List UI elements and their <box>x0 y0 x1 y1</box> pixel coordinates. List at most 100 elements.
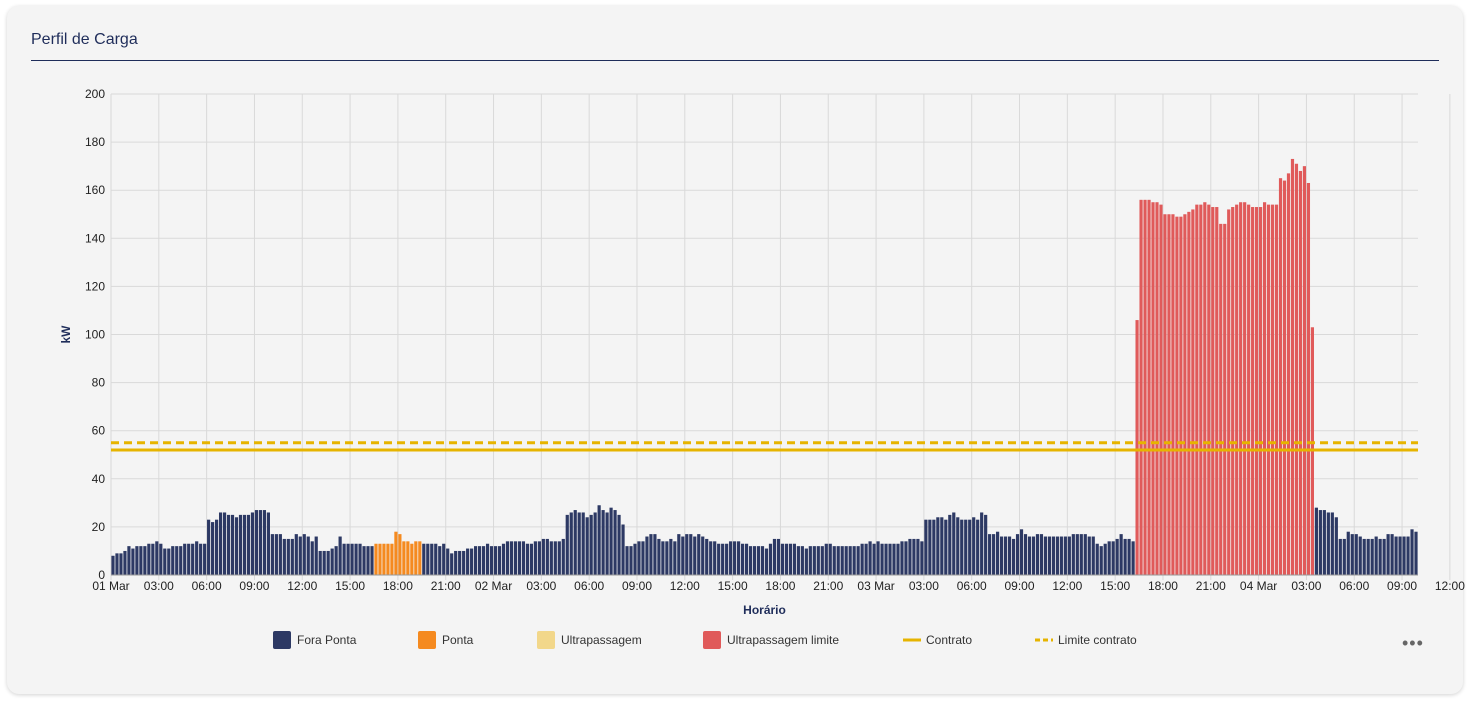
more-options-icon[interactable]: ••• <box>1402 633 1424 653</box>
bar-fora-ponta[interactable] <box>242 514 247 576</box>
bar-fora-ponta[interactable] <box>1111 541 1115 575</box>
bar-fora-ponta[interactable] <box>884 543 888 575</box>
bar-fora-ponta[interactable] <box>1051 536 1055 575</box>
bar-fora-ponta[interactable] <box>940 517 944 575</box>
bar-fora-ponta[interactable] <box>290 538 294 575</box>
bar-fora-ponta[interactable] <box>848 546 852 575</box>
bar-fora-ponta[interactable] <box>306 536 310 575</box>
bar-fora-ponta[interactable] <box>948 514 952 576</box>
bar-fora-ponta[interactable] <box>1059 536 1063 575</box>
bar-ultrapassagem-limite[interactable] <box>1243 202 1247 575</box>
bar-ponta[interactable] <box>378 543 382 575</box>
bar-fora-ponta[interactable] <box>1394 536 1398 575</box>
bar-fora-ponta[interactable] <box>1398 536 1402 575</box>
bar-fora-ponta[interactable] <box>1015 534 1020 575</box>
bar-ponta[interactable] <box>410 543 414 575</box>
bar-fora-ponta[interactable] <box>605 512 609 575</box>
bar-fora-ponta[interactable] <box>764 548 769 575</box>
bar-fora-ponta[interactable] <box>645 536 649 575</box>
bar-fora-ponta[interactable] <box>203 543 207 575</box>
bar-fora-ponta[interactable] <box>466 548 470 575</box>
bar-fora-ponta[interactable] <box>1123 538 1127 575</box>
bar-fora-ponta[interactable] <box>111 555 115 575</box>
bar-fora-ponta[interactable] <box>772 538 777 575</box>
bar-fora-ponta[interactable] <box>218 512 223 575</box>
bar-fora-ponta[interactable] <box>230 514 235 576</box>
bar-fora-ponta[interactable] <box>254 510 259 575</box>
bar-fora-ponta[interactable] <box>450 553 454 575</box>
bar-fora-ponta[interactable] <box>1047 536 1052 575</box>
bar-fora-ponta[interactable] <box>888 543 892 575</box>
bar-fora-ponta[interactable] <box>633 543 637 575</box>
bar-fora-ponta[interactable] <box>748 546 753 575</box>
bar-fora-ponta[interactable] <box>936 517 940 575</box>
bar-fora-ponta[interactable] <box>1079 534 1083 575</box>
bar-fora-ponta[interactable] <box>912 538 916 575</box>
bar-fora-ponta[interactable] <box>533 541 537 575</box>
bar-ultrapassagem-limite[interactable] <box>1191 209 1195 575</box>
bar-fora-ponta[interactable] <box>932 519 936 575</box>
bar-fora-ponta[interactable] <box>824 543 828 575</box>
bar-fora-ponta[interactable] <box>964 519 968 575</box>
bar-fora-ponta[interactable] <box>621 524 625 576</box>
bar-fora-ponta[interactable] <box>1043 536 1048 575</box>
bar-ultrapassagem-limite[interactable] <box>1278 178 1283 575</box>
bar-fora-ponta[interactable] <box>784 543 789 575</box>
bar-fora-ponta[interactable] <box>119 553 123 575</box>
bar-fora-ponta[interactable] <box>685 534 689 575</box>
bar-ultrapassagem-limite[interactable] <box>1135 320 1139 575</box>
bar-fora-ponta[interactable] <box>625 546 629 575</box>
bar-fora-ponta[interactable] <box>661 541 665 575</box>
bar-ultrapassagem-limite[interactable] <box>1147 199 1151 575</box>
bar-fora-ponta[interactable] <box>689 534 693 575</box>
bar-ultrapassagem-limite[interactable] <box>1306 182 1311 576</box>
bar-fora-ponta[interactable] <box>115 553 119 575</box>
bar-fora-ponta[interactable] <box>840 546 844 575</box>
bar-ultrapassagem-limite[interactable] <box>1266 204 1271 575</box>
bar-fora-ponta[interactable] <box>362 546 366 575</box>
bar-fora-ponta[interactable] <box>549 541 553 575</box>
bar-ultrapassagem-limite[interactable] <box>1274 204 1279 575</box>
bar-ultrapassagem-limite[interactable] <box>1223 223 1227 575</box>
bar-fora-ponta[interactable] <box>729 541 733 575</box>
bar-fora-ponta[interactable] <box>996 531 1000 575</box>
bar-fora-ponta[interactable] <box>234 517 239 575</box>
bar-fora-ponta[interactable] <box>1350 534 1354 575</box>
bar-fora-ponta[interactable] <box>1023 534 1028 575</box>
bar-ponta[interactable] <box>398 534 402 575</box>
bar-ultrapassagem-limite[interactable] <box>1179 216 1183 575</box>
bar-fora-ponta[interactable] <box>1330 512 1334 575</box>
bar-fora-ponta[interactable] <box>458 550 462 575</box>
bar-fora-ponta[interactable] <box>976 519 980 575</box>
bar-fora-ponta[interactable] <box>481 546 486 575</box>
bar-ultrapassagem-limite[interactable] <box>1175 216 1179 575</box>
bar-fora-ponta[interactable] <box>318 550 322 575</box>
bar-fora-ponta[interactable] <box>302 534 306 575</box>
bar-fora-ponta[interactable] <box>593 512 597 575</box>
bar-fora-ponta[interactable] <box>462 550 466 575</box>
bar-fora-ponta[interactable] <box>207 519 211 575</box>
bar-fora-ponta[interactable] <box>980 512 984 575</box>
bar-ultrapassagem-limite[interactable] <box>1163 214 1167 575</box>
bar-fora-ponta[interactable] <box>1414 531 1418 575</box>
bar-fora-ponta[interactable] <box>521 541 526 575</box>
bar-ultrapassagem-limite[interactable] <box>1302 166 1307 575</box>
bar-fora-ponta[interactable] <box>828 543 832 575</box>
bar-ultrapassagem-limite[interactable] <box>1270 204 1275 575</box>
bar-fora-ponta[interactable] <box>1127 538 1131 575</box>
bar-fora-ponta[interactable] <box>792 543 796 575</box>
bar-fora-ponta[interactable] <box>649 534 653 575</box>
bar-fora-ponta[interactable] <box>756 546 761 575</box>
bar-fora-ponta[interactable] <box>553 541 557 575</box>
bar-ultrapassagem-limite[interactable] <box>1155 202 1159 575</box>
bar-ponta[interactable] <box>406 541 410 575</box>
bar-fora-ponta[interactable] <box>211 522 215 575</box>
bar-fora-ponta[interactable] <box>992 534 996 575</box>
bar-fora-ponta[interactable] <box>1035 534 1040 575</box>
bar-fora-ponta[interactable] <box>908 538 912 575</box>
bar-fora-ponta[interactable] <box>617 514 621 576</box>
bar-fora-ponta[interactable] <box>322 550 326 575</box>
bar-fora-ponta[interactable] <box>904 541 908 575</box>
bar-fora-ponta[interactable] <box>258 510 263 575</box>
bar-fora-ponta[interactable] <box>681 536 685 575</box>
